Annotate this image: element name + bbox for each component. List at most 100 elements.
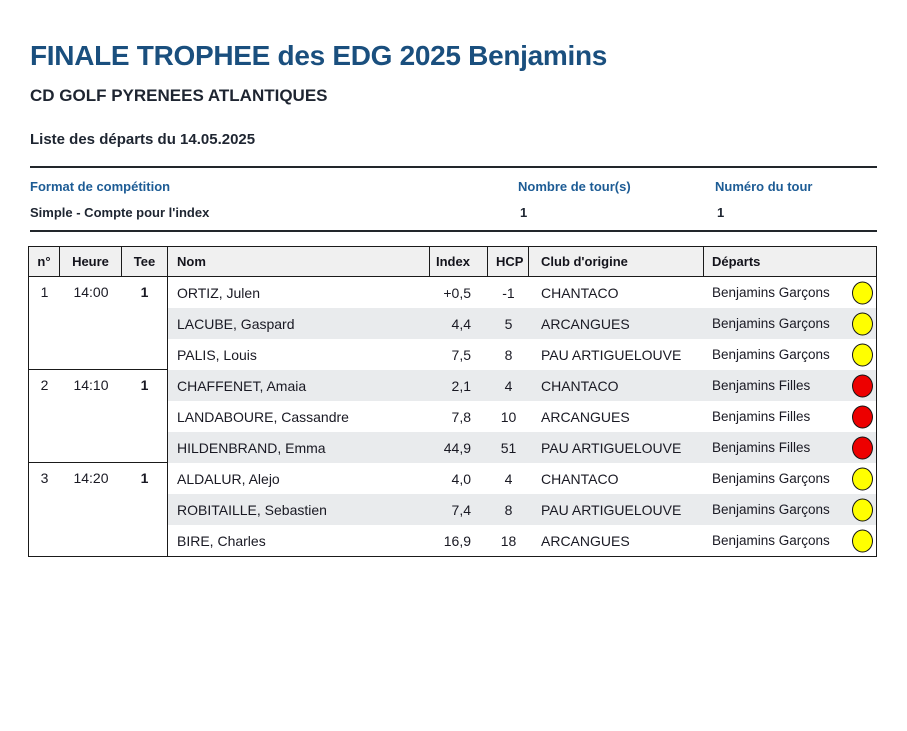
col-header-hcp: HCP <box>488 247 529 276</box>
player-departs: Benjamins Garçons <box>704 467 876 490</box>
player-hcp: 4 <box>504 377 513 394</box>
col-header-name: Nom <box>168 247 430 276</box>
format-label: Format de compétition <box>30 179 171 194</box>
player-club: CHANTACO <box>541 284 619 301</box>
tee-group-players: ALDALUR, Alejo 4,0 4 CHANTACO Benjamins … <box>168 463 876 556</box>
divider-bottom <box>30 230 877 232</box>
group-number: 3 <box>40 470 49 486</box>
player-index: 2,1 <box>451 377 471 394</box>
player-departs: Benjamins Garçons <box>704 312 876 335</box>
page-title: FINALE TROPHEE des EDG 2025 Benjamins <box>30 40 608 71</box>
departs-dot <box>852 312 873 335</box>
player-name: CHAFFENET, Amaia <box>177 377 307 394</box>
player-club: PAU ARTIGUELOUVE <box>541 346 682 363</box>
tee-group-info: 3 14:20 1 <box>29 463 168 556</box>
player-index: 7,4 <box>451 501 471 518</box>
departs-label: Benjamins Filles <box>712 409 811 424</box>
player-club: PAU ARTIGUELOUVE <box>541 439 682 456</box>
tee-group-players: CHAFFENET, Amaia 2,1 4 CHANTACO Benjamin… <box>168 370 876 463</box>
player-index: 44,9 <box>443 439 471 456</box>
departs-label: Benjamins Garçons <box>712 471 830 486</box>
player-name: PALIS, Louis <box>177 346 257 363</box>
departs-dot <box>852 529 873 552</box>
tee-group: 1 14:00 1 ORTIZ, Julen +0,5 -1 CHANTACO … <box>29 277 876 370</box>
start-list-heading: Liste des départs du 14.05.2025 <box>30 131 256 148</box>
departs-label: Benjamins Garçons <box>712 533 830 548</box>
player-row: ROBITAILLE, Sebastien 7,4 8 PAU ARTIGUEL… <box>168 494 876 525</box>
player-club: PAU ARTIGUELOUVE <box>541 501 682 518</box>
player-index: +0,5 <box>443 284 471 301</box>
departs-label: Benjamins Garçons <box>712 347 830 362</box>
table-body: 1 14:00 1 ORTIZ, Julen +0,5 -1 CHANTACO … <box>29 277 876 556</box>
player-hcp: 10 <box>500 408 517 425</box>
departs-dot <box>852 405 873 428</box>
group-time: 14:20 <box>73 470 109 486</box>
group-tee: 1 <box>140 470 149 486</box>
departs-label: Benjamins Filles <box>712 440 811 455</box>
player-name: ALDALUR, Alejo <box>177 470 280 487</box>
departs-label: Benjamins Filles <box>712 378 811 393</box>
player-row: PALIS, Louis 7,5 8 PAU ARTIGUELOUVE Benj… <box>168 339 876 370</box>
col-header-departs: Départs <box>712 254 761 269</box>
col-header-tee: Tee <box>122 247 168 276</box>
col-header-index: Index <box>430 247 488 276</box>
departures-table: n° Heure Tee Nom Index HCP Club d'origin… <box>28 246 877 557</box>
col-header-time: Heure <box>60 247 122 276</box>
player-name: HILDENBRAND, Emma <box>177 439 326 456</box>
round-number-label: Numéro du tour <box>715 179 813 194</box>
group-tee: 1 <box>140 377 149 393</box>
player-row: ORTIZ, Julen +0,5 -1 CHANTACO Benjamins … <box>168 277 876 308</box>
divider-top <box>30 166 877 168</box>
player-index: 7,8 <box>451 408 471 425</box>
player-row: HILDENBRAND, Emma 44,9 51 PAU ARTIGUELOU… <box>168 432 876 463</box>
tee-group-players: ORTIZ, Julen +0,5 -1 CHANTACO Benjamins … <box>168 277 876 370</box>
player-index: 16,9 <box>443 532 471 549</box>
player-index: 4,0 <box>451 470 471 487</box>
player-row: LANDABOURE, Cassandre 7,8 10 ARCANGUES B… <box>168 401 876 432</box>
player-hcp: 18 <box>500 532 517 549</box>
rounds-label: Nombre de tour(s) <box>518 179 631 194</box>
player-hcp: 8 <box>504 346 513 363</box>
player-hcp: 5 <box>504 315 513 332</box>
departs-dot <box>852 281 873 304</box>
player-departs: Benjamins Filles <box>704 405 876 428</box>
tee-group: 2 14:10 1 CHAFFENET, Amaia 2,1 4 CHANTAC… <box>29 370 876 463</box>
group-tee: 1 <box>140 284 149 300</box>
rounds-value: 1 <box>520 205 528 220</box>
player-departs: Benjamins Garçons <box>704 343 876 366</box>
departs-label: Benjamins Garçons <box>712 502 830 517</box>
tee-group: 3 14:20 1 ALDALUR, Alejo 4,0 4 CHANTACO … <box>29 463 876 556</box>
departs-dot <box>852 436 873 459</box>
player-row: CHAFFENET, Amaia 2,1 4 CHANTACO Benjamin… <box>168 370 876 401</box>
departs-dot <box>852 343 873 366</box>
player-hcp: 4 <box>504 470 513 487</box>
col-header-num: n° <box>29 247 60 276</box>
group-number: 2 <box>40 377 49 393</box>
departs-dot <box>852 498 873 521</box>
player-club: ARCANGUES <box>541 315 630 332</box>
player-club: CHANTACO <box>541 377 619 394</box>
player-name: ROBITAILLE, Sebastien <box>177 501 327 518</box>
tee-group-info: 1 14:00 1 <box>29 277 168 370</box>
player-departs: Benjamins Garçons <box>704 529 876 552</box>
player-club: CHANTACO <box>541 470 619 487</box>
departs-label: Benjamins Garçons <box>712 285 830 300</box>
player-row: LACUBE, Gaspard 4,4 5 ARCANGUES Benjamin… <box>168 308 876 339</box>
table-header-row: n° Heure Tee Nom Index HCP Club d'origin… <box>29 247 876 277</box>
col-header-club: Club d'origine <box>529 247 704 276</box>
group-number: 1 <box>40 284 49 300</box>
departs-label: Benjamins Garçons <box>712 316 830 331</box>
player-row: BIRE, Charles 16,9 18 ARCANGUES Benjamin… <box>168 525 876 556</box>
player-club: ARCANGUES <box>541 408 630 425</box>
player-name: LANDABOURE, Cassandre <box>177 408 349 425</box>
player-club: ARCANGUES <box>541 532 630 549</box>
player-departs: Benjamins Garçons <box>704 498 876 521</box>
player-name: ORTIZ, Julen <box>177 284 260 301</box>
round-number-value: 1 <box>717 205 725 220</box>
player-hcp: -1 <box>502 284 515 301</box>
player-hcp: 51 <box>500 439 517 456</box>
player-row: ALDALUR, Alejo 4,0 4 CHANTACO Benjamins … <box>168 463 876 494</box>
tee-group-info: 2 14:10 1 <box>29 370 168 463</box>
player-name: BIRE, Charles <box>177 532 266 549</box>
